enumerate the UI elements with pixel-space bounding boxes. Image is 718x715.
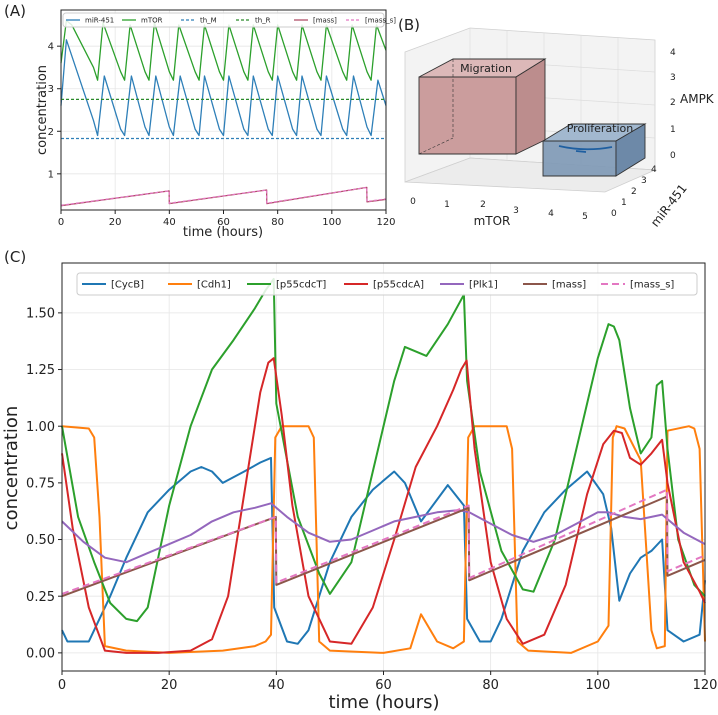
legend-label: [mass] (552, 280, 586, 291)
b-y-tick: 1 (621, 198, 627, 208)
b-z-tick: 4 (670, 48, 676, 58)
panel-c-series (61, 277, 706, 654)
b-y-tick: 0 (611, 209, 617, 219)
panel-b-mtor-ticks: 0 1 2 3 4 5 (410, 197, 588, 222)
b-y-tick: 3 (641, 176, 647, 186)
x-tick-label: 0 (58, 217, 64, 228)
legend-label: [Cdh1] (197, 280, 231, 291)
y-tick-label: 0.50 (26, 533, 55, 548)
series-line-mtor (60, 19, 387, 81)
legend-box (76, 272, 698, 296)
panel-b-ampk-ticks: 0 1 2 3 4 (670, 48, 676, 161)
legend-label: th_R (255, 16, 271, 24)
legend-label: miR-451 (85, 16, 114, 24)
legend-label: [mass] (313, 16, 337, 24)
panel-b-z-label: AMPK (680, 92, 715, 106)
panel-a-x-label: time (hours) (183, 225, 263, 240)
migration-region-label: Migration (460, 62, 512, 75)
x-tick-label: 100 (322, 217, 341, 228)
trajectory-curve (558, 145, 613, 153)
panel-b-y-label: miR-451 (648, 181, 690, 229)
series-line-masss (60, 186, 387, 206)
panel-a-ticks: 0 20 40 60 80 100 120 1 2 3 4 (48, 42, 396, 228)
panel-b-mir451-ticks: 0 1 2 3 4 (611, 165, 657, 219)
panel-a-y-label: concentration (35, 65, 50, 155)
series-line-cycb (61, 456, 706, 645)
x-tick-label: 80 (482, 678, 499, 693)
x-tick-label: 80 (271, 217, 284, 228)
series-line-mir451 (60, 39, 387, 137)
y-tick-label: 1.50 (26, 306, 55, 321)
x-tick-label: 120 (693, 678, 718, 693)
x-tick-label: 40 (268, 678, 285, 693)
y-tick-label: 0.25 (26, 590, 55, 605)
b-y-tick: 4 (651, 165, 657, 175)
migration-region-box: Migration (418, 58, 547, 155)
panel-c-y-label: concentration (1, 406, 22, 531)
panel-a-legend: miR-451 mTOR th_M th_R [mass] [mass_s] (62, 12, 396, 28)
b-z-tick: 2 (670, 98, 676, 108)
y-tick-label: 3 (48, 84, 54, 95)
panel-c-ticks: 0 20 40 60 80 100 120 0.00 0.25 0.50 0.75 1.00 1.25 1… (26, 306, 717, 693)
b-z-tick: 3 (670, 73, 676, 83)
panel-c-chart: 0 20 40 60 80 100 120 0.00 0.25 0.50 0.75 1.00 1.25 1… (1, 262, 717, 713)
series-line-p55cdct (61, 277, 706, 623)
legend-label: [mass_s] (365, 16, 396, 24)
panel-b-3d-chart: Migration Proliferation 0 1 2 3 4 5 0 1 … (404, 27, 715, 230)
x-tick-label: 60 (375, 678, 392, 693)
b-x-tick: 1 (444, 200, 450, 210)
x-tick-label: 100 (585, 678, 610, 693)
x-tick-label: 120 (376, 217, 395, 228)
panel-b-x-label: mTOR (474, 214, 511, 228)
legend-box (62, 12, 385, 28)
b-x-tick: 4 (548, 209, 554, 219)
legend-label: th_M (200, 16, 217, 24)
series-line-p55cdca (61, 357, 706, 654)
b-y-tick: 2 (631, 187, 637, 197)
series-line-cdh1 (61, 425, 706, 654)
proliferation-region-box: Proliferation (541, 122, 647, 177)
legend-label: [mass_s] (630, 280, 674, 291)
x-tick-label: 20 (161, 678, 178, 693)
x-tick-label: 60 (217, 217, 230, 228)
b-x-tick: 5 (582, 212, 588, 222)
x-tick-label: 20 (109, 217, 122, 228)
panel-label-a: (A) (4, 2, 26, 20)
b-z-tick: 0 (670, 151, 676, 161)
b-z-tick: 1 (670, 125, 676, 135)
y-tick-label: 1.25 (26, 363, 55, 378)
series-line-plk1 (61, 502, 706, 564)
y-tick-label: 0.00 (26, 646, 55, 661)
y-tick-label: 1 (48, 169, 54, 180)
panel-label-c: (C) (4, 248, 26, 266)
legend-label: [p55cdcT] (276, 280, 326, 291)
panel-c-legend: [CycB] [Cdh1] [p55cdcT] [p55cdcA] [Plk1] [mas… (76, 272, 698, 296)
legend-label: [Plk1] (469, 280, 498, 291)
legend-label: mTOR (141, 16, 163, 24)
b-x-tick: 0 (410, 197, 416, 207)
legend-label: [CycB] (111, 280, 144, 291)
y-tick-label: 2 (48, 127, 54, 138)
x-tick-label: 40 (163, 217, 176, 228)
legend-label: [p55cdcA] (373, 280, 424, 291)
b-x-tick: 3 (513, 206, 519, 216)
panel-a-series (60, 19, 387, 207)
y-tick-label: 4 (48, 42, 54, 53)
y-tick-label: 0.75 (26, 476, 55, 491)
x-tick-label: 0 (58, 678, 66, 693)
panel-a-chart: 0 20 40 60 80 100 120 1 2 3 4 miR-451 mTOR th_M th_R [… (35, 9, 396, 240)
b-x-tick: 2 (480, 200, 486, 210)
panel-c-x-label: time (hours) (328, 692, 439, 713)
y-tick-label: 1.00 (26, 420, 55, 435)
proliferation-region-label: Proliferation (567, 122, 634, 135)
panel-label-b: (B) (398, 16, 420, 34)
